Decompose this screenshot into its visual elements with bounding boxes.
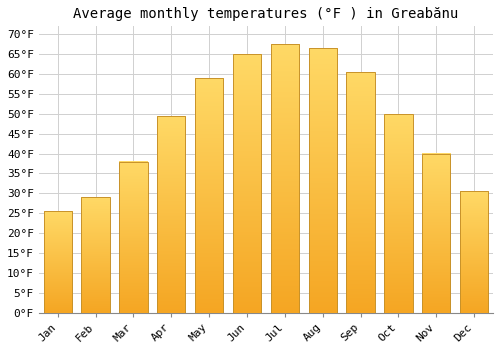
Bar bbox=[44, 211, 72, 313]
Bar bbox=[422, 154, 450, 313]
Title: Average monthly temperatures (°F ) in Greabănu: Average monthly temperatures (°F ) in Gr… bbox=[74, 7, 458, 21]
Bar bbox=[270, 44, 299, 313]
Bar bbox=[308, 48, 337, 313]
Bar bbox=[157, 116, 186, 313]
Bar bbox=[195, 78, 224, 313]
Bar bbox=[82, 197, 110, 313]
Bar bbox=[119, 161, 148, 313]
Bar bbox=[384, 114, 412, 313]
Bar bbox=[233, 54, 261, 313]
Bar bbox=[346, 72, 375, 313]
Bar bbox=[460, 191, 488, 313]
